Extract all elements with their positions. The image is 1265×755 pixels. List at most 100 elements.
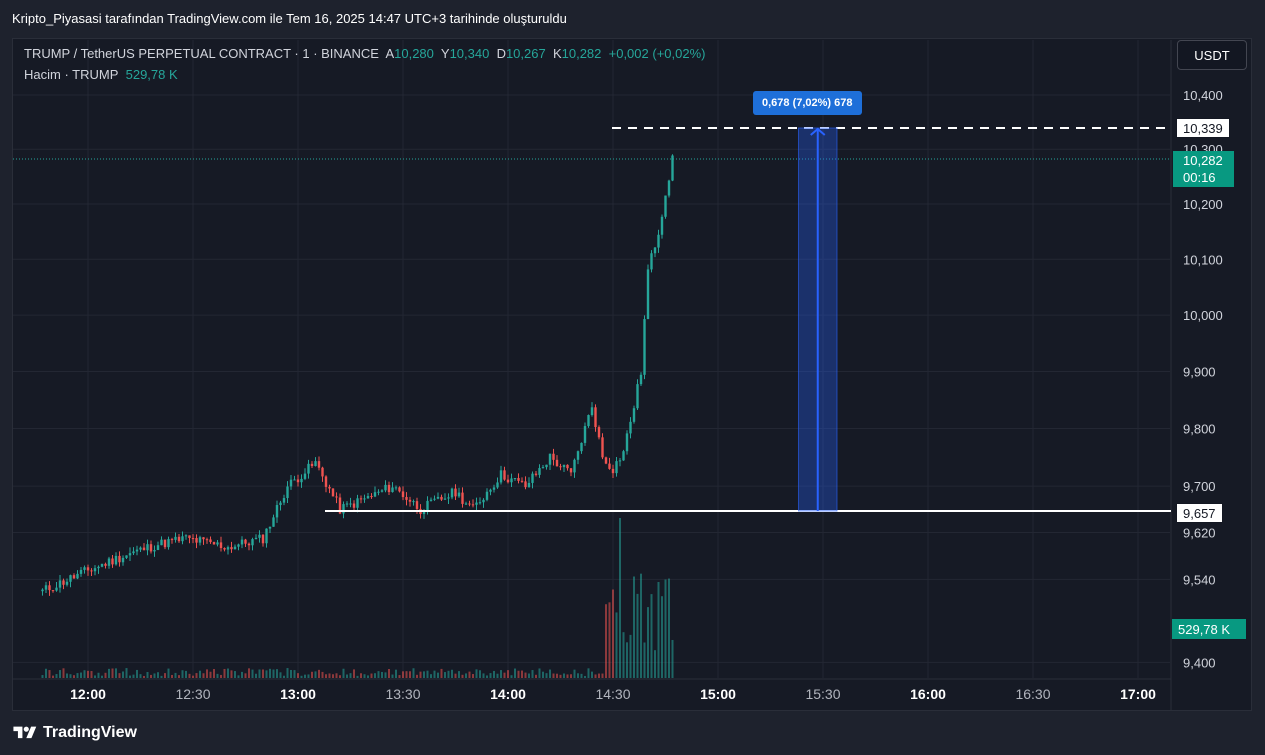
volume-bar [290,669,292,678]
candle-body [408,499,412,502]
candle-body [72,575,76,579]
candle-body [247,543,251,546]
candle-body [223,548,226,550]
candle-body [55,587,58,591]
time-tick-label: 16:00 [910,686,946,702]
volume-bar [59,670,61,678]
volume-bar [395,669,397,678]
candle-body [282,498,286,503]
time-tick-label: 15:30 [805,686,840,702]
candle-body [363,498,366,500]
volume-bar [195,673,198,678]
price-tick-label: 9,900 [1183,365,1216,380]
candle-body [146,544,149,551]
candle-body [671,155,674,181]
currency-button[interactable]: USDT [1177,40,1247,70]
candle-body [188,535,191,539]
volume-bar [461,674,464,678]
volume-bar [482,673,485,678]
volume-bar [171,674,173,678]
volume-bar [248,668,250,678]
candle-body [520,480,524,482]
candle-body [485,491,489,500]
volume-bar [52,675,54,678]
volume-bar [251,669,254,678]
symbol-name[interactable]: TRUMP / TetherUS PERPETUAL CONTRACT · 1 … [24,46,379,61]
volume-bar [223,668,226,678]
candle-body [440,496,443,500]
candle-body [524,481,527,488]
candle-body [622,451,625,461]
volume-bar [496,673,499,678]
volume-bar [458,671,460,678]
candle-body [496,482,499,488]
volume-bar [206,669,208,678]
candle-body [415,501,419,509]
time-tick-label: 13:00 [280,686,316,702]
candle-body [307,463,310,474]
volume-bar [167,668,170,678]
volume-bar [570,674,572,678]
candle-body [310,463,314,467]
candle-body [636,384,639,409]
candle-body [377,491,380,493]
candle-body [331,488,335,497]
volume-bar [111,668,114,678]
volume-bar [227,668,229,678]
candle-body [149,544,153,552]
volume-bar [69,674,72,678]
candle-body [289,479,293,487]
candle-body [174,536,177,540]
volume-bar [437,672,439,678]
tradingview-footer[interactable]: TradingView [12,724,137,742]
volume-bar [556,673,558,678]
price-tick-label: 9,700 [1183,479,1216,494]
volume-bar [73,675,75,678]
volume-bar [391,674,394,678]
candle-body [597,427,601,438]
candle-body [615,461,618,474]
chart-panel[interactable] [12,38,1252,711]
candle-body [366,496,370,499]
volume-label[interactable]: Hacim · TRUMP [24,67,119,82]
candle-body [111,558,114,565]
candle-body [338,497,342,514]
volume-bar [580,673,583,678]
volume-bar [503,672,506,678]
volume-bar [577,673,579,678]
candle-body [153,550,156,552]
candle-body [384,484,387,491]
candle-body [240,539,244,545]
volume-bar [409,671,411,678]
volume-bar [405,671,408,678]
volume-bar [255,673,257,678]
volume-bar [647,607,649,678]
volume-bar [80,672,82,678]
candle-body [604,457,608,464]
volume-bar [636,593,639,678]
candle-body [230,547,233,550]
candle-body [447,497,450,499]
candle-body [513,478,517,480]
volume-bar [234,671,236,678]
volume-bar [262,669,264,678]
volume-bar [297,673,299,678]
high-key: Y [440,46,450,61]
candle-body [97,566,100,569]
volume-bar [178,675,180,678]
time-tick-label: 12:30 [175,686,210,702]
time-tick-label: 15:00 [700,686,736,702]
candle-body [58,580,62,588]
candle-body [69,575,72,582]
candle-body [506,479,510,483]
volume-bar [640,573,642,678]
candle-body [265,528,268,544]
chart-caption: Kripto_Piyasasi tarafından TradingView.c… [12,11,567,26]
candle-body [618,460,622,462]
volume-bar [528,673,530,678]
candle-body [128,553,132,556]
candle-body [639,374,643,385]
volume-bar [48,670,51,678]
volume-bar [370,673,373,678]
